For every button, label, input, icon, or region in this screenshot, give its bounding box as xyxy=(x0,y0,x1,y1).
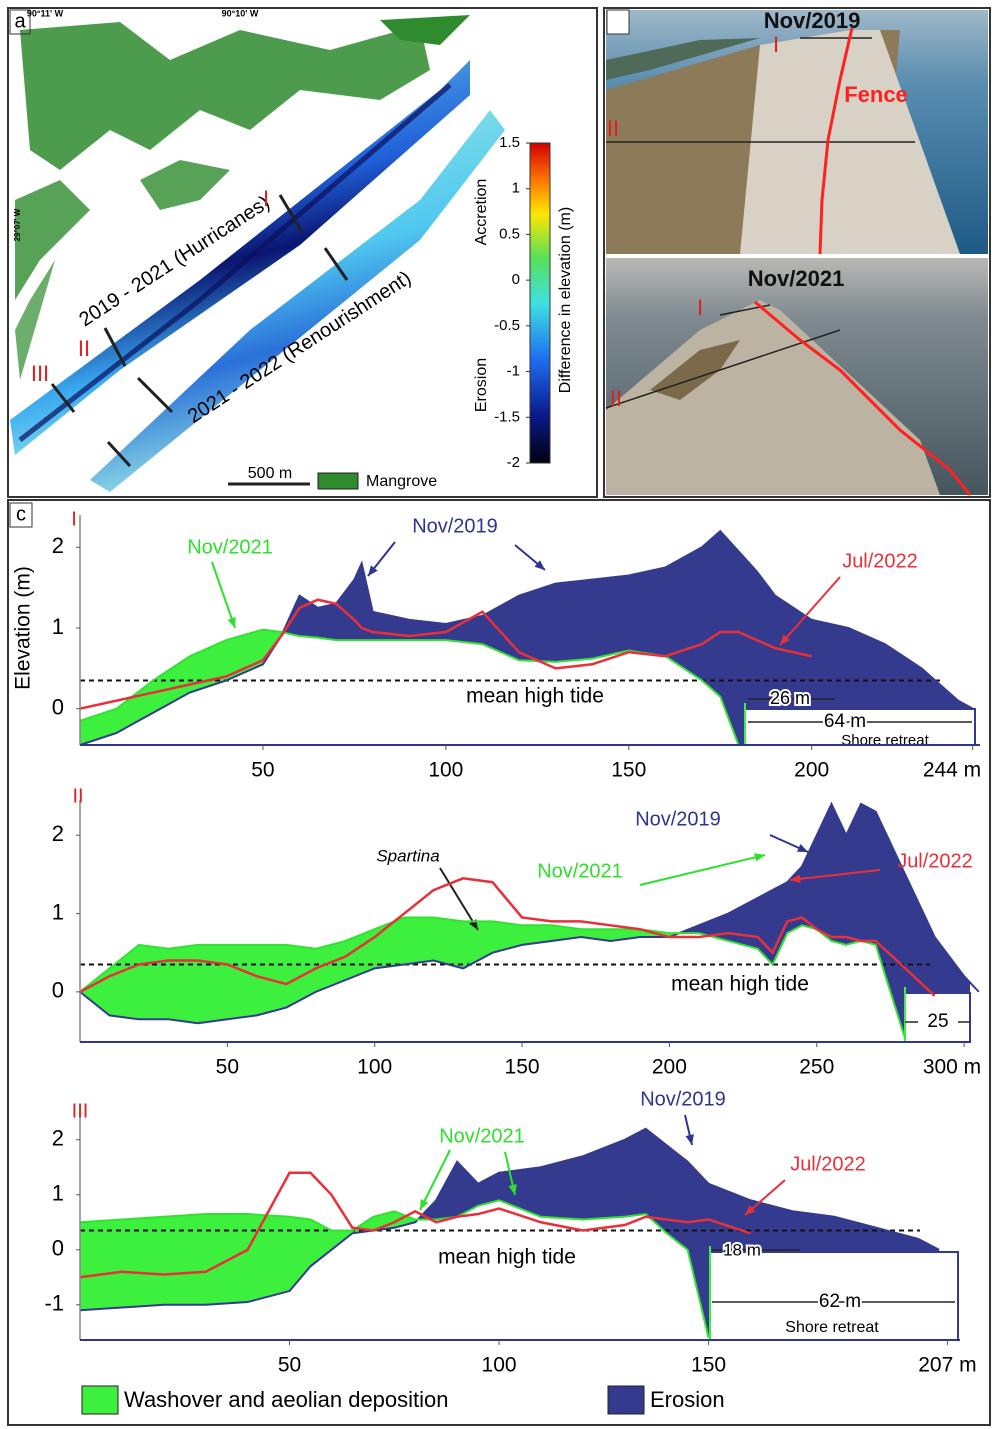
y-tick-label: 2 xyxy=(52,1126,64,1151)
reference-label: mean high tide xyxy=(466,685,604,708)
transect-label: II xyxy=(610,386,622,411)
series-label: Nov/2019 xyxy=(635,808,721,830)
colorbar-high-label: Accretion xyxy=(473,179,490,246)
annotation: 25 xyxy=(927,1011,948,1032)
x-tick-label: 200 xyxy=(652,1056,687,1079)
series-label: Nov/2019 xyxy=(640,1088,726,1110)
transect-label: II xyxy=(78,336,90,361)
reference-label: mean high tide xyxy=(438,1246,576,1269)
legend-label: Erosion xyxy=(650,1387,725,1412)
legend-swatch xyxy=(82,1386,118,1414)
panel-label: III xyxy=(72,1100,89,1122)
annotation: 62 m xyxy=(819,1291,861,1312)
series-label: Nov/2021 xyxy=(187,536,273,558)
transect-label: I xyxy=(263,186,269,211)
x-tick-label: 100 xyxy=(357,1056,392,1079)
coordinate-label: 90°11' W xyxy=(27,8,64,18)
legend-swatch xyxy=(608,1386,644,1414)
colorbar-title: Difference in elevation (m) xyxy=(557,207,574,393)
mangrove-label: Mangrove xyxy=(366,473,437,490)
transect-label: I xyxy=(773,32,779,57)
annotation: 18 m xyxy=(723,1240,761,1259)
panel-label: c xyxy=(16,503,26,525)
y-tick-label: -1 xyxy=(44,1291,64,1316)
series-label: Nov/2021 xyxy=(537,860,623,882)
photo-date: Nov/2019 xyxy=(764,8,861,33)
scale-label: 500 m xyxy=(248,465,292,482)
colorbar-tick-label: 0.5 xyxy=(499,225,520,242)
series-label: Jul/2022 xyxy=(897,850,973,872)
x-tick-label: 150 xyxy=(691,1354,726,1377)
y-tick-label: 0 xyxy=(52,1236,64,1261)
colorbar-tick-label: 1.5 xyxy=(499,134,520,151)
x-tick-label: 50 xyxy=(278,1354,301,1377)
x-tick-label: 250 xyxy=(799,1056,834,1079)
x-tick-label: 150 xyxy=(611,759,646,782)
colorbar-tick-label: -1.5 xyxy=(494,408,520,425)
y-tick-label: 1 xyxy=(52,1181,64,1206)
colorbar-tick-label: -2 xyxy=(507,454,520,471)
annotation: Shore retreat xyxy=(841,732,929,749)
arrow-head xyxy=(228,617,236,628)
colorbar-low-label: Erosion xyxy=(473,358,490,412)
transect-label: III xyxy=(31,361,49,386)
panel-label-box xyxy=(607,10,629,34)
x-tick-label: 50 xyxy=(216,1056,239,1079)
x-tick-label: 200 xyxy=(794,759,829,782)
y-tick-label: 2 xyxy=(52,533,64,558)
colorbar-tick-label: -1 xyxy=(507,363,520,380)
legend-label: Washover and aeolian deposition xyxy=(124,1387,449,1412)
y-axis-label: Elevation (m) xyxy=(12,566,35,690)
photo-date: Nov/2021 xyxy=(748,266,845,291)
y-tick-label: 1 xyxy=(52,614,64,639)
series-label: Jul/2022 xyxy=(790,1153,866,1175)
reference-label: mean high tide xyxy=(671,973,809,996)
panel-label: I xyxy=(71,508,77,530)
y-tick-label: 1 xyxy=(52,899,64,924)
x-tick-label: 207 m xyxy=(918,1354,976,1377)
x-tick-label: 244 m xyxy=(923,759,981,782)
photos xyxy=(606,10,988,495)
arrow xyxy=(212,562,235,628)
y-tick-label: 2 xyxy=(52,821,64,846)
mangrove-swatch xyxy=(318,473,358,489)
colorbar-tick-label: -0.5 xyxy=(494,317,520,334)
arrow xyxy=(640,855,765,885)
series-label: Jul/2022 xyxy=(842,550,918,572)
y-tick-label: 0 xyxy=(52,978,64,1003)
x-tick-label: 150 xyxy=(505,1056,540,1079)
series-label: Nov/2021 xyxy=(439,1125,525,1147)
coordinate-label: 29°07' W xyxy=(13,208,22,241)
annotation: Spartina xyxy=(376,846,439,865)
page: { "panel_a": {"label": "a", "coords": ["… xyxy=(0,0,995,1429)
colorbar-tick-label: 1 xyxy=(512,180,520,197)
annotation: Shore retreat xyxy=(785,1319,879,1336)
y-tick-label: 0 xyxy=(52,694,64,719)
annotation: 64 m xyxy=(824,711,866,732)
transect-label: I xyxy=(697,295,703,320)
x-tick-label: 50 xyxy=(251,759,274,782)
transect-label: II xyxy=(607,116,619,141)
fence-label: Fence xyxy=(844,82,908,107)
coordinate-label: 90°10' W xyxy=(222,8,259,18)
figure: a90°11' W90°10' W29°07' W2019 - 2021 (Hu… xyxy=(0,0,995,1429)
panel-label: a xyxy=(14,10,26,32)
x-tick-label: 100 xyxy=(482,1354,517,1377)
x-tick-label: 300 m xyxy=(923,1056,981,1079)
panel-label: II xyxy=(72,785,83,807)
x-tick-label: 100 xyxy=(428,759,463,782)
colorbar-tick-label: 0 xyxy=(512,271,520,288)
series-label: Nov/2019 xyxy=(412,515,498,537)
annotation: 26 m xyxy=(770,688,810,708)
